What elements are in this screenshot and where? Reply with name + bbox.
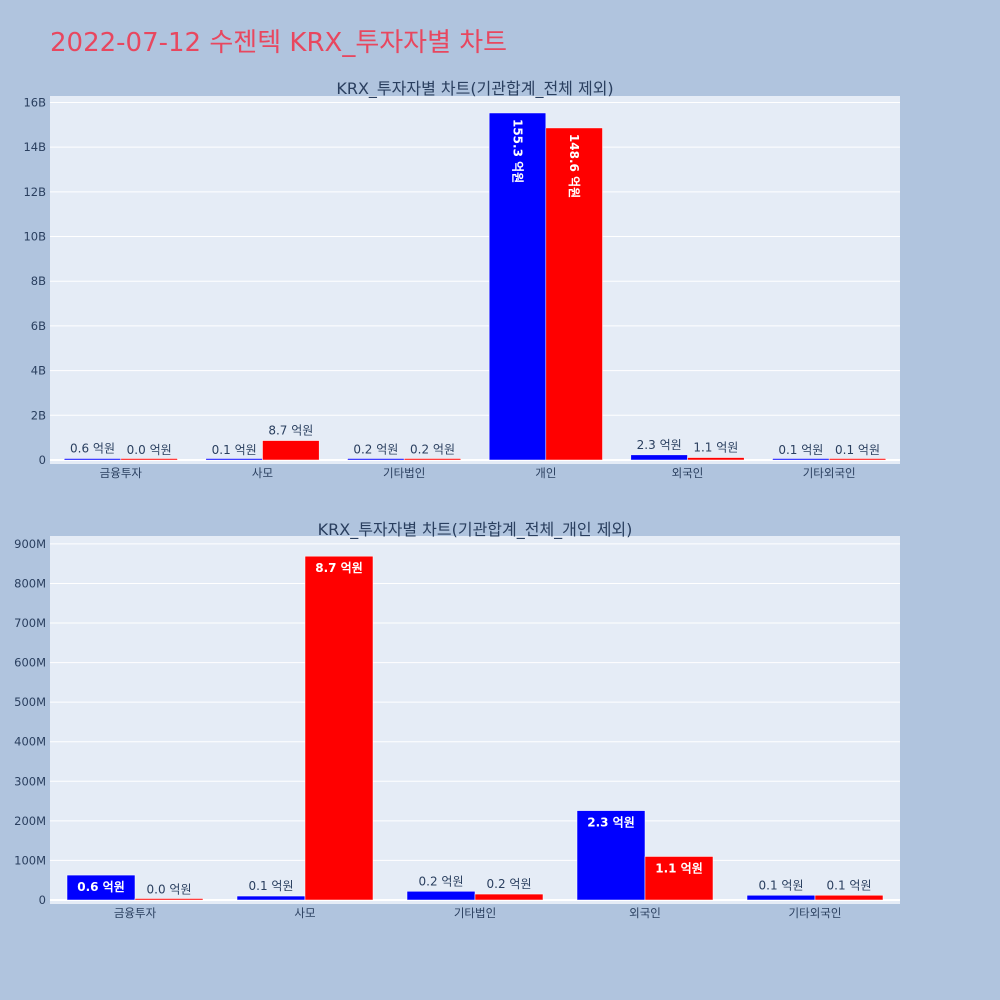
x-tick-label: 사모 — [252, 466, 273, 480]
y-tick-label: 200M — [14, 814, 46, 828]
chart-top: 0 2B 4B 6B 8B 10B 12B 14B 16B KRX_투자자별 차트(기관합계_전체… — [23, 79, 900, 480]
y-tick-label: 700M — [14, 616, 46, 630]
y-tick-label: 300M — [14, 774, 46, 788]
bar — [474, 893, 544, 901]
data-label: 0.6 억원 — [70, 442, 115, 456]
data-label: 0.1 억원 — [249, 879, 294, 893]
chart-bottom: 0 100M 200M 300M 400M 500M 600M 700M 800M 900M KRX… — [14, 520, 900, 920]
chart-title: KRX_투자자별 차트(기관합계_전체_개인 제외) — [318, 520, 633, 540]
data-label: 0.6 억원 — [77, 880, 125, 894]
data-label: 0.2 억원 — [410, 443, 455, 457]
x-tick-label: 금융투자 — [100, 466, 143, 480]
bar — [828, 458, 887, 461]
x-tick-label: 기타법인 — [454, 906, 496, 920]
data-label: 0.2 억원 — [419, 874, 464, 888]
bar — [134, 898, 204, 901]
y-tick-label: 500M — [14, 695, 46, 709]
x-tick-label: 외국인 — [629, 906, 661, 920]
plot-area — [50, 536, 900, 904]
bar — [488, 112, 547, 461]
data-label: 0.1 억원 — [827, 878, 872, 892]
chart-title: KRX_투자자별 차트(기관합계_전체 제외) — [336, 79, 613, 99]
plot-area — [50, 96, 900, 464]
data-label: 2.3 억원 — [637, 438, 682, 452]
y-tick-label: 2B — [31, 408, 46, 422]
bar — [304, 555, 374, 901]
bar — [576, 810, 646, 901]
y-tick-label: 12B — [23, 185, 46, 199]
y-tick-label: 8B — [31, 274, 46, 288]
x-tick-label: 금융투자 — [114, 906, 157, 920]
bar — [772, 458, 830, 461]
data-label: 1.1 억원 — [655, 861, 703, 875]
bar — [545, 127, 603, 461]
x-tick-label: 사모 — [294, 906, 315, 920]
data-label: 0.1 억원 — [759, 878, 804, 892]
y-tick-label: 0 — [39, 453, 46, 467]
data-label: 2.3 억원 — [587, 816, 635, 830]
data-label: 155.3 억원 — [511, 119, 525, 183]
x-tick-label: 개인 — [535, 466, 556, 480]
x-tick-label: 기타외국인 — [803, 466, 856, 480]
y-tick-label: 400M — [14, 735, 46, 749]
bar — [66, 874, 136, 901]
y-tick-label: 6B — [31, 319, 46, 333]
x-tick-label: 기타외국인 — [789, 906, 842, 920]
y-tick-label: 0 — [39, 893, 46, 907]
data-label: 148.6 억원 — [567, 134, 581, 198]
data-label: 8.7 억원 — [268, 424, 313, 438]
data-label: 0.0 억원 — [127, 443, 172, 457]
data-label: 8.7 억원 — [315, 561, 363, 575]
bar — [403, 458, 462, 461]
bar — [687, 457, 745, 461]
y-tick-label: 14B — [23, 140, 46, 154]
bar — [814, 895, 884, 901]
y-tick-label: 4B — [31, 364, 46, 378]
bar — [236, 895, 306, 901]
y-tick-label: 800M — [14, 576, 46, 590]
x-tick-label: 기타법인 — [383, 466, 425, 480]
data-label: 1.1 억원 — [693, 441, 738, 455]
bar — [347, 458, 405, 461]
x-tick-label: 외국인 — [672, 466, 704, 480]
data-label: 0.2 억원 — [487, 877, 532, 891]
data-label: 0.0 억원 — [147, 883, 192, 897]
bar — [746, 895, 816, 901]
y-tick-label: 900M — [14, 537, 46, 551]
data-label: 0.1 억원 — [212, 443, 257, 457]
bar — [205, 458, 263, 461]
data-label: 0.1 억원 — [778, 443, 823, 457]
page-title: 2022-07-12 수젠텍 KRX_투자자별 차트 — [50, 28, 508, 58]
bar — [262, 440, 320, 461]
bar — [63, 458, 122, 461]
bar — [644, 856, 714, 901]
bar — [406, 891, 476, 901]
y-tick-label: 600M — [14, 656, 46, 670]
y-tick-label: 10B — [23, 230, 46, 244]
y-tick-label: 16B — [23, 95, 46, 109]
bar — [630, 454, 688, 461]
y-tick-label: 100M — [14, 853, 46, 867]
data-label: 0.1 억원 — [835, 443, 880, 457]
data-label: 0.2 억원 — [353, 443, 398, 457]
bar — [120, 458, 178, 461]
